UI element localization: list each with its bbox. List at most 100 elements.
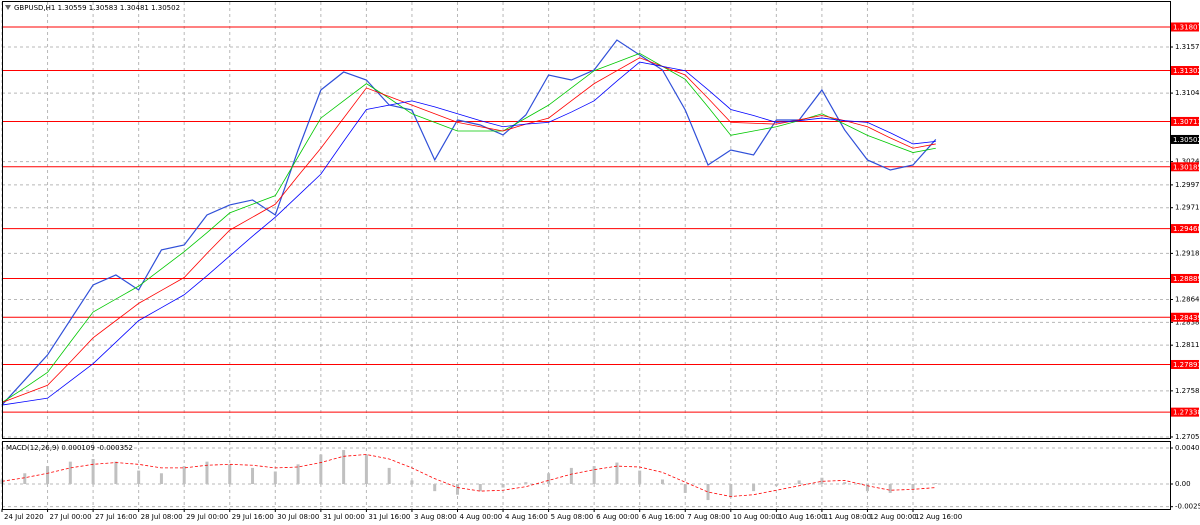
histogram-bar bbox=[638, 470, 642, 484]
level-label: 1.28439 bbox=[1173, 314, 1200, 322]
histogram-bar bbox=[410, 480, 414, 484]
level-label: 1.27891 bbox=[1173, 361, 1200, 369]
x-tick-label: 11 Aug 08:00 bbox=[824, 513, 871, 521]
x-tick-label: 6 Aug 00:00 bbox=[596, 513, 639, 521]
y-tick-label: 1.27585 bbox=[1175, 387, 1200, 395]
x-tick-label: 27 Jul 00:00 bbox=[50, 513, 92, 521]
level-label-box bbox=[1171, 66, 1199, 76]
x-tick-label: 4 Aug 00:00 bbox=[460, 513, 503, 521]
level-label-box bbox=[1171, 359, 1199, 369]
level-label: 1.30711 bbox=[1173, 118, 1200, 126]
histogram-bar bbox=[660, 479, 664, 484]
histogram-bar bbox=[456, 483, 459, 495]
histogram-bar bbox=[68, 461, 72, 484]
x-tick-label: 27 Jul 16:00 bbox=[95, 513, 137, 521]
macd-frame bbox=[2, 441, 1171, 510]
level-label-box bbox=[1171, 407, 1199, 417]
level-label-box bbox=[1171, 22, 1199, 32]
histogram-bar bbox=[23, 473, 27, 484]
x-tick-label: 7 Aug 08:00 bbox=[687, 513, 730, 521]
symbol-icon bbox=[5, 5, 11, 10]
x-tick-label: 10 Aug 00:00 bbox=[733, 513, 780, 521]
price-line bbox=[1, 39, 937, 406]
y-tick-label: -0.00254 bbox=[1175, 503, 1200, 511]
histogram-bar bbox=[729, 483, 733, 498]
macd-title: MACD(12,26,9) 0.000109 -0.000352 bbox=[6, 444, 133, 452]
histogram-bar bbox=[228, 464, 232, 484]
y-tick-label: 0.00 bbox=[1175, 480, 1191, 488]
histogram-bar bbox=[820, 477, 824, 484]
histogram-bar bbox=[319, 454, 323, 484]
y-tick-label: 0.00403 bbox=[1175, 444, 1200, 452]
x-tick-label: 4 Aug 16:00 bbox=[505, 513, 548, 521]
y-tick-label: 1.28115 bbox=[1175, 341, 1200, 349]
histogram-bar bbox=[683, 483, 687, 493]
chart-title: GBPUSD,H1 1.30559 1.30583 1.30481 1.3050… bbox=[14, 4, 180, 12]
histogram-bar bbox=[296, 464, 300, 484]
y-tick-label: 1.29975 bbox=[1175, 181, 1200, 189]
histogram-bar bbox=[251, 467, 255, 484]
y-tick-label: 1.2918 bbox=[1175, 249, 1200, 257]
y-tick-label: 1.28645 bbox=[1175, 296, 1200, 304]
y-tick-label: 1.2838 bbox=[1175, 318, 1200, 326]
moving-average bbox=[1, 53, 936, 403]
x-tick-label: 6 Aug 16:00 bbox=[642, 513, 685, 521]
level-label: 1.30185 bbox=[1173, 163, 1200, 171]
histogram-bar bbox=[205, 461, 209, 484]
signal-line bbox=[1, 454, 936, 497]
x-tick-label: 30 Jul 08:00 bbox=[277, 513, 319, 521]
histogram-bar bbox=[273, 471, 277, 484]
x-tick-label: 3 Aug 08:00 bbox=[414, 513, 457, 521]
histogram-bar bbox=[797, 480, 801, 484]
y-tick-label: 1.2971 bbox=[1175, 204, 1200, 212]
x-tick-label: 29 Jul 16:00 bbox=[232, 513, 274, 521]
y-tick-label: 1.3104 bbox=[1175, 89, 1200, 97]
level-label: 1.29468 bbox=[1173, 225, 1200, 233]
histogram-bar bbox=[159, 473, 163, 484]
main-frame bbox=[2, 1, 1171, 439]
x-tick-label: 24 Jul 2020 bbox=[4, 513, 44, 521]
histogram-bar bbox=[524, 482, 528, 484]
histogram-bar bbox=[342, 450, 346, 484]
level-label-box bbox=[1171, 273, 1199, 283]
histogram-bar bbox=[615, 462, 619, 484]
level-label: 1.31807 bbox=[1173, 23, 1200, 31]
histogram-bar bbox=[364, 454, 368, 484]
last-price-box bbox=[1171, 134, 1199, 144]
histogram-bar bbox=[752, 483, 756, 492]
moving-average bbox=[1, 61, 936, 406]
y-tick-label: 1.31575 bbox=[1175, 43, 1200, 51]
level-label: 1.27338 bbox=[1173, 409, 1200, 417]
histogram-bar bbox=[182, 466, 186, 484]
histogram-bar bbox=[137, 470, 141, 484]
histogram-bar bbox=[569, 467, 573, 484]
histogram-bar bbox=[934, 483, 938, 484]
histogram-bar bbox=[888, 483, 892, 493]
x-tick-label: 12 Aug 00:00 bbox=[869, 513, 916, 521]
histogram-bar bbox=[706, 483, 710, 501]
x-tick-label: 29 Jul 00:00 bbox=[186, 513, 228, 521]
histogram-bar bbox=[478, 483, 482, 492]
y-tick-label: 1.2705 bbox=[1175, 433, 1200, 441]
x-tick-label: 31 Jul 00:00 bbox=[323, 513, 365, 521]
histogram-bar bbox=[46, 466, 50, 484]
histogram-bar bbox=[911, 483, 915, 490]
histogram-bar bbox=[843, 482, 847, 484]
level-label-box bbox=[1171, 224, 1199, 234]
x-tick-label: 31 Jul 16:00 bbox=[368, 513, 410, 521]
histogram-bar bbox=[387, 467, 391, 484]
level-label: 1.31302 bbox=[1173, 67, 1200, 75]
histogram-bar bbox=[592, 466, 596, 484]
histogram-bar bbox=[433, 483, 437, 492]
x-tick-label: 5 Aug 08:00 bbox=[551, 513, 594, 521]
histogram-bar bbox=[501, 483, 505, 488]
x-tick-label: 12 Aug 16:00 bbox=[915, 513, 962, 521]
histogram-bar bbox=[114, 461, 118, 484]
x-tick-label: 10 Aug 16:00 bbox=[778, 513, 825, 521]
y-tick-label: 1.30245 bbox=[1175, 158, 1200, 166]
last-price-label: 1.30502 bbox=[1173, 136, 1200, 144]
x-tick-label: 28 Jul 08:00 bbox=[141, 513, 183, 521]
histogram-bar bbox=[865, 483, 869, 492]
